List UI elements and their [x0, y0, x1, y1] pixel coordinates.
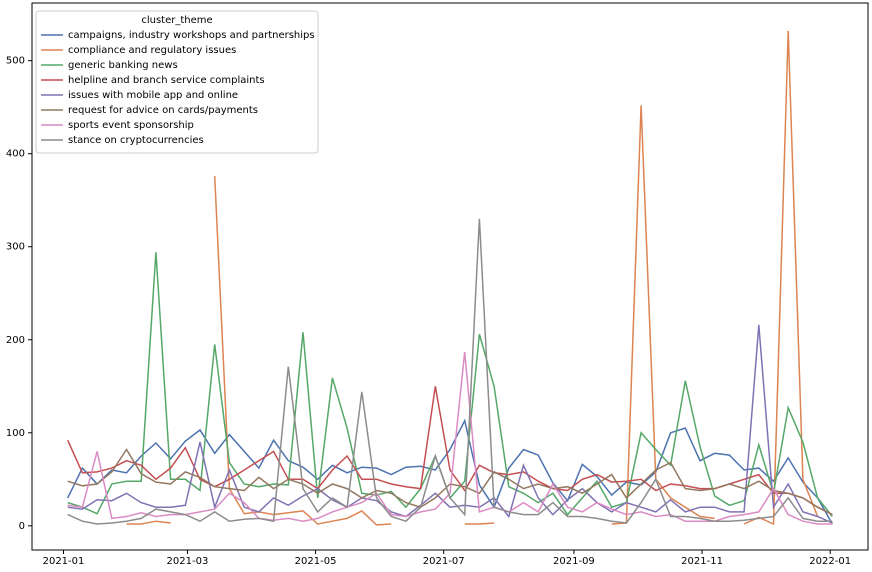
- x-tick-label: 2021-03: [167, 556, 209, 567]
- x-tick-label: 2021-07: [423, 556, 465, 567]
- y-tick-label: 200: [6, 335, 25, 346]
- x-tick-label: 2021-09: [553, 556, 595, 567]
- y-tick-label: 300: [6, 242, 25, 253]
- series-line: [126, 30, 819, 526]
- series-line: [67, 218, 833, 525]
- series-line: [67, 386, 833, 516]
- legend-box: [35, 10, 319, 154]
- series-line: [67, 418, 833, 525]
- series-line: [67, 448, 833, 516]
- legend-label: sports event sponsorship: [68, 120, 194, 131]
- x-tick-label: 2022-01: [809, 556, 851, 567]
- y-tick-label: 100: [6, 428, 25, 439]
- x-tick-label: 2021-11: [681, 556, 723, 567]
- x-tick-label: 2021-01: [43, 556, 85, 567]
- series-line: [67, 252, 833, 517]
- legend-title: cluster_theme: [141, 15, 212, 26]
- legend-label: request for advice on cards/payments: [68, 105, 258, 116]
- legend-label: compliance and regulatory issues: [68, 45, 236, 56]
- series-line: [67, 324, 833, 524]
- legend-label: campaigns, industry workshops and partne…: [68, 30, 315, 41]
- y-tick-label: 500: [6, 56, 25, 67]
- x-tick-label: 2021-05: [295, 556, 337, 567]
- y-tick-label: 0: [19, 521, 25, 532]
- y-tick-label: 400: [6, 149, 25, 160]
- series-line: [67, 351, 833, 525]
- legend-label: issues with mobile app and online: [68, 90, 238, 101]
- legend-label: helpline and branch service complaints: [68, 75, 265, 86]
- legend-label: stance on cryptocurrencies: [68, 135, 204, 146]
- plot-frame: [31, 2, 869, 551]
- legend-label: generic banking news: [68, 60, 178, 71]
